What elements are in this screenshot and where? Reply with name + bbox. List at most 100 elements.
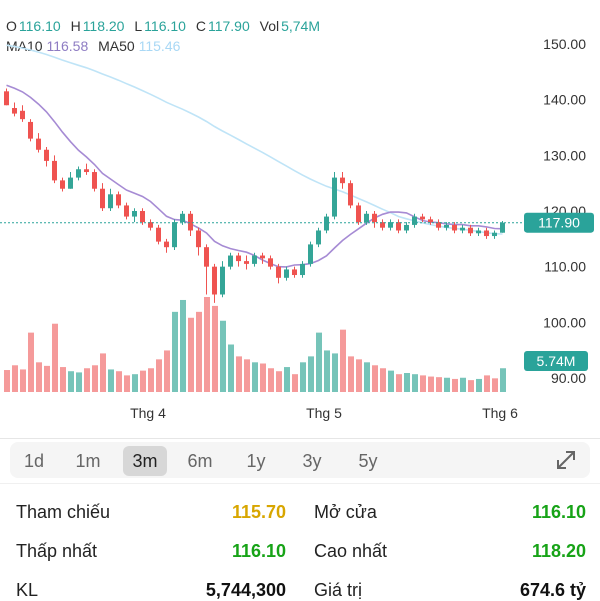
candle bbox=[396, 222, 401, 231]
candle bbox=[428, 219, 433, 223]
candle bbox=[164, 241, 169, 248]
candle bbox=[220, 266, 225, 295]
candle bbox=[284, 269, 289, 278]
candle bbox=[180, 213, 185, 223]
volume-bar bbox=[332, 353, 338, 392]
ma50-line bbox=[6, 44, 503, 235]
tab-3y[interactable]: 3y bbox=[302, 451, 322, 471]
volume-bar bbox=[300, 362, 306, 392]
high-value: 118.20 bbox=[82, 18, 125, 34]
candle bbox=[364, 213, 369, 223]
candle bbox=[124, 205, 129, 217]
volume-bar bbox=[20, 369, 26, 392]
y-tick-label: 110.00 bbox=[544, 259, 586, 275]
volume-bar bbox=[164, 350, 170, 392]
candle bbox=[60, 180, 65, 189]
candle bbox=[444, 224, 449, 228]
open-price-value: 116.10 bbox=[531, 502, 586, 522]
expand-icon[interactable] bbox=[552, 446, 580, 474]
candle bbox=[316, 230, 321, 245]
candle bbox=[44, 149, 49, 161]
open-value: 116.10 bbox=[18, 18, 61, 34]
volume-bar bbox=[132, 374, 138, 392]
y-tick-label: 140.00 bbox=[543, 92, 586, 108]
volume-bar bbox=[12, 365, 18, 392]
period-tabs bbox=[0, 438, 600, 484]
ref-label: Tham chiếu bbox=[16, 502, 111, 522]
candle bbox=[476, 230, 481, 234]
ma10-value: 116.58 bbox=[46, 38, 89, 54]
x-tick-label: Thg 5 bbox=[306, 405, 342, 421]
ohlc-legend: O 116.10 H 118.20 L 116.10 C 117.90 Vol 5,74M bbox=[6, 18, 326, 34]
volume-bar bbox=[28, 332, 34, 392]
volume-bar bbox=[268, 368, 274, 392]
candle bbox=[452, 224, 457, 231]
volume-bar bbox=[492, 378, 498, 392]
volume-bar bbox=[204, 297, 210, 392]
volume-bar bbox=[60, 367, 66, 392]
low-label: L bbox=[134, 18, 143, 34]
y-tick-label: 90.00 bbox=[551, 370, 586, 386]
candle bbox=[4, 91, 9, 106]
ma50-label: MA50 bbox=[98, 38, 135, 54]
candle bbox=[340, 177, 345, 184]
tab-6m[interactable]: 6m bbox=[187, 451, 213, 471]
open-label: O bbox=[6, 18, 17, 34]
tab-1m[interactable]: 1m bbox=[75, 451, 101, 471]
candle bbox=[236, 255, 241, 262]
candle bbox=[268, 258, 273, 267]
close-value: 117.90 bbox=[207, 18, 250, 34]
ma50-value: 115.46 bbox=[138, 38, 181, 54]
volume-bar bbox=[324, 350, 330, 392]
candle bbox=[500, 222, 505, 233]
volume-bar bbox=[468, 380, 474, 392]
y-tick-label: 130.00 bbox=[543, 147, 586, 163]
volume-bar bbox=[76, 372, 82, 392]
candle bbox=[92, 172, 97, 189]
candle bbox=[412, 216, 417, 225]
volume-bar bbox=[228, 344, 234, 392]
tab-1d[interactable]: 1d bbox=[23, 451, 45, 471]
candle bbox=[484, 230, 489, 237]
candle bbox=[68, 177, 73, 189]
close-label: C bbox=[195, 18, 206, 34]
volume-bar bbox=[116, 371, 122, 392]
tab-3m[interactable]: 3m bbox=[123, 446, 167, 476]
volume-bar bbox=[68, 371, 74, 392]
volume-bar bbox=[172, 311, 178, 392]
volume-bar bbox=[436, 377, 442, 392]
candle bbox=[404, 224, 409, 231]
volume-bar bbox=[236, 356, 242, 392]
volume-bar bbox=[108, 369, 114, 392]
candle bbox=[324, 216, 329, 231]
price-chart[interactable]: 150.00140.00130.00120.00110.00100.0090.0… bbox=[0, 0, 600, 430]
x-tick-label: Thg 4 bbox=[130, 405, 166, 421]
candle bbox=[100, 188, 105, 209]
volume-bar bbox=[276, 371, 282, 392]
volume-bar bbox=[316, 332, 322, 392]
tab-1y[interactable]: 1y bbox=[246, 451, 266, 471]
volume-bar bbox=[348, 356, 354, 392]
candle bbox=[292, 269, 297, 276]
volume-bar bbox=[220, 320, 226, 392]
candle bbox=[156, 227, 161, 242]
candle bbox=[28, 121, 33, 139]
volume-bar bbox=[36, 362, 42, 392]
candle bbox=[84, 169, 89, 173]
y-tick-label: 150.00 bbox=[543, 36, 586, 52]
volume-bar bbox=[444, 377, 450, 392]
y-tick-label: 100.00 bbox=[543, 314, 586, 330]
candle bbox=[260, 255, 265, 259]
volume-bar bbox=[44, 365, 50, 392]
candle bbox=[332, 177, 337, 217]
candle bbox=[460, 227, 465, 231]
open-price-label: Mở cửa bbox=[314, 502, 377, 522]
candle bbox=[20, 110, 25, 120]
volume-bar bbox=[124, 375, 130, 392]
volume-bar bbox=[452, 378, 458, 392]
volume-bar bbox=[284, 367, 290, 392]
tab-5y[interactable]: 5y bbox=[358, 451, 378, 471]
candle bbox=[76, 169, 81, 178]
current-price-label: 117.90 bbox=[538, 215, 580, 231]
volume-bar bbox=[180, 299, 186, 392]
